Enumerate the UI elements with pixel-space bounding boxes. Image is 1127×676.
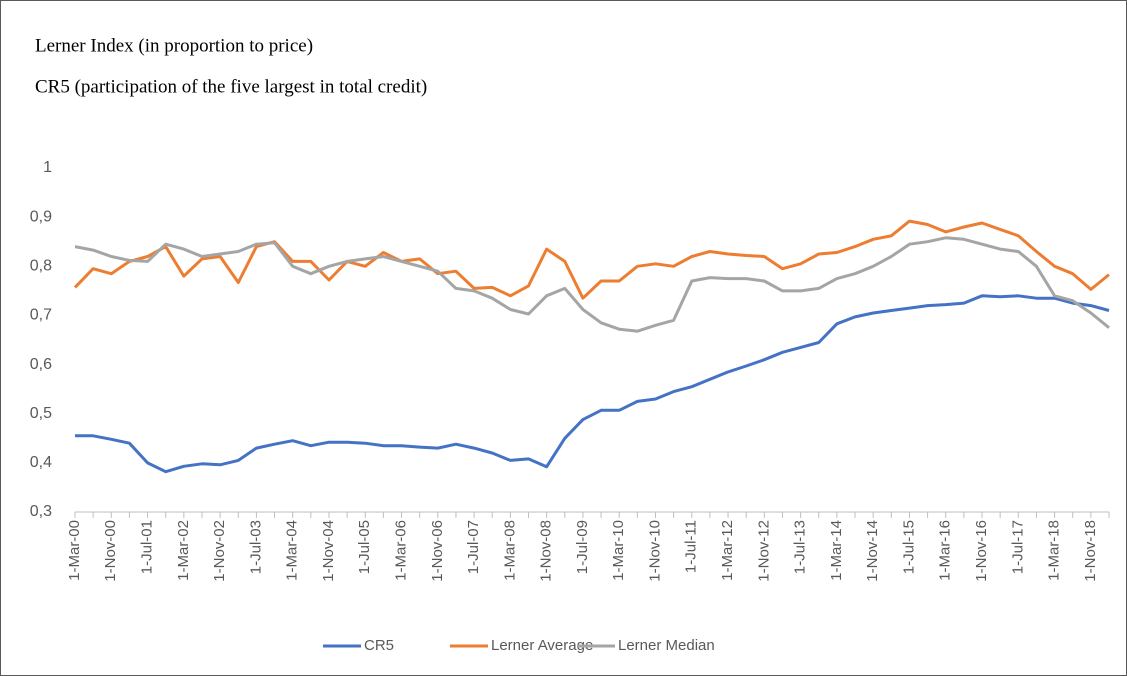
y-tick-label: 0,3 — [30, 503, 52, 520]
x-tick-label: 1-Mar-08 — [501, 520, 518, 581]
x-tick-label: 1-Jul-07 — [465, 520, 482, 574]
x-tick-label: 1-Jul-01 — [139, 520, 156, 574]
series-line — [73, 219, 1110, 300]
legend-label: CR5 — [364, 637, 394, 654]
x-tick-label: 1-Nov-18 — [1082, 520, 1099, 582]
x-tick-label: 1-Mar-14 — [828, 520, 845, 581]
series-line — [75, 294, 1110, 474]
x-tick-label: 1-Jul-03 — [247, 520, 264, 574]
x-tick-label: 1-Nov-02 — [211, 520, 228, 582]
legend-label: Lerner Median — [618, 637, 715, 654]
x-tick-label: 1-Mar-02 — [175, 520, 192, 581]
chart-title: Lerner Index (in proportion to price) — [35, 35, 313, 56]
chart-subtitle: CR5 (participation of the five largest i… — [35, 76, 427, 97]
x-tick-label: 1-Nov-12 — [755, 520, 772, 582]
x-tick-label: 1-Mar-12 — [719, 520, 736, 581]
series-line — [74, 236, 1110, 333]
x-tick-label: 1-Mar-04 — [284, 520, 301, 581]
legend-label: Lerner Average — [491, 637, 593, 654]
y-tick-label: 0,7 — [30, 307, 52, 324]
x-tick-label: 1-Nov-08 — [538, 520, 555, 582]
x-tick-label: 1-Jul-13 — [792, 520, 809, 574]
x-tick-label: 1-Mar-18 — [1046, 520, 1063, 581]
y-tick-label: 0,8 — [30, 258, 52, 275]
y-tick-label: 0,4 — [30, 454, 52, 471]
x-tick-label: 1-Nov-04 — [320, 520, 337, 582]
y-tick-label: 0,5 — [30, 405, 52, 422]
x-tick-label: 1-Jul-17 — [1009, 520, 1026, 574]
x-tick-label: 1-Nov-16 — [973, 520, 990, 582]
x-tick-label: 1-Jul-09 — [574, 520, 591, 574]
x-tick-label: 1-Nov-10 — [646, 520, 663, 582]
x-tick-label: 1-Nov-00 — [102, 520, 119, 582]
y-tick-label: 0,6 — [30, 356, 52, 373]
y-tick-label: 0,9 — [30, 208, 52, 225]
x-tick-label: 1-Jul-15 — [900, 520, 917, 574]
x-tick-label: 1-Jul-11 — [683, 520, 700, 573]
x-tick-label: 1-Nov-06 — [429, 520, 446, 582]
x-tick-label: 1-Nov-14 — [864, 520, 881, 582]
x-tick-label: 1-Mar-00 — [66, 520, 83, 581]
y-tick-label: 1 — [43, 159, 52, 176]
x-tick-label: 1-Jul-05 — [356, 520, 373, 574]
x-tick-label: 1-Mar-10 — [610, 520, 627, 581]
x-tick-label: 1-Mar-06 — [392, 520, 409, 581]
x-tick-label: 1-Mar-16 — [937, 520, 954, 581]
